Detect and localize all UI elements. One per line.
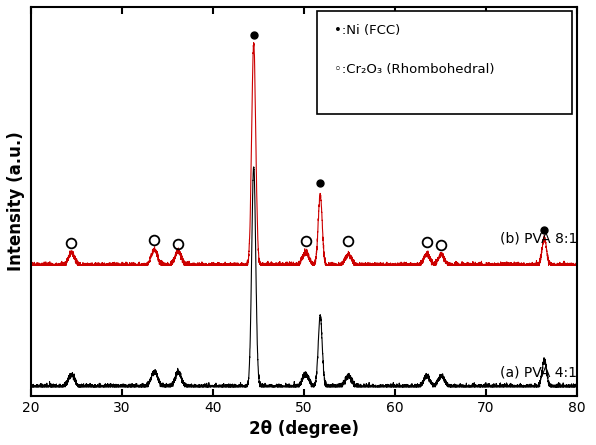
X-axis label: 2θ (degree): 2θ (degree) [249, 420, 359, 438]
Text: ◦:Cr₂O₃ (Rhombohedral): ◦:Cr₂O₃ (Rhombohedral) [334, 63, 494, 76]
FancyBboxPatch shape [318, 11, 572, 114]
Y-axis label: Intensity (a.u.): Intensity (a.u.) [7, 131, 25, 271]
Text: •:Ni (FCC): •:Ni (FCC) [334, 24, 400, 37]
Text: (b) PVA 8:1: (b) PVA 8:1 [499, 232, 577, 246]
Text: (a) PVA 4:1: (a) PVA 4:1 [499, 365, 577, 380]
